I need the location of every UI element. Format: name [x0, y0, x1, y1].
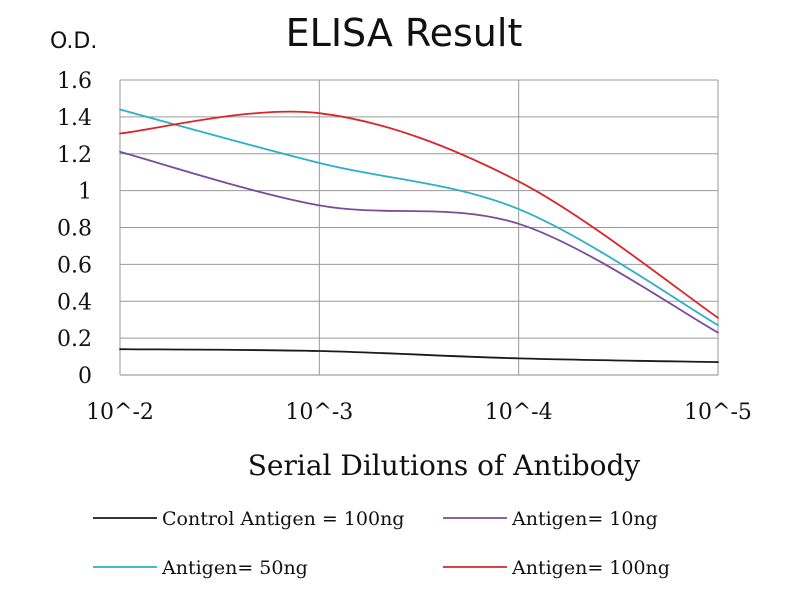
- x-tick-labels: 10^-2 10^-3 10^-4 10^-5: [86, 400, 752, 425]
- series-line-0: [119, 348, 719, 363]
- legend-label-2: Antigen= 50ng: [161, 557, 308, 579]
- y-tick-label: 0.8: [57, 217, 92, 242]
- y-tick-label: 0.4: [57, 290, 92, 315]
- y-tick-label: 1.2: [57, 143, 92, 168]
- y-axis-label: O.D.: [50, 29, 97, 54]
- y-tick-label: 1: [78, 180, 92, 205]
- x-tick-label: 10^-4: [485, 400, 553, 425]
- y-tick-label: 0.2: [57, 327, 92, 352]
- series-line-1: [119, 151, 719, 334]
- y-tick-label: 0: [78, 364, 92, 389]
- y-tick-label: 0.6: [57, 253, 92, 278]
- series-line-2: [119, 108, 719, 327]
- series-line-3: [119, 110, 719, 319]
- legend-label-1: Antigen= 10ng: [511, 508, 658, 530]
- grid: [119, 79, 719, 376]
- x-tick-label: 10^-2: [86, 400, 154, 425]
- series-lines: [119, 108, 719, 363]
- chart-title: ELISA Result: [286, 11, 523, 55]
- legend: Control Antigen = 100ng Antigen= 10ng Anti…: [93, 508, 670, 579]
- y-tick-labels: 0 0.2 0.4 0.6 0.8 1 1.2 1.4 1.6: [57, 69, 92, 389]
- x-axis-label: Serial Dilutions of Antibody: [248, 449, 641, 482]
- y-tick-label: 1.6: [57, 69, 92, 94]
- x-tick-label: 10^-3: [285, 400, 353, 425]
- legend-label-0: Control Antigen = 100ng: [162, 508, 404, 530]
- x-tick-label: 10^-5: [684, 400, 752, 425]
- legend-label-3: Antigen= 100ng: [511, 557, 670, 579]
- y-tick-label: 1.4: [57, 106, 92, 131]
